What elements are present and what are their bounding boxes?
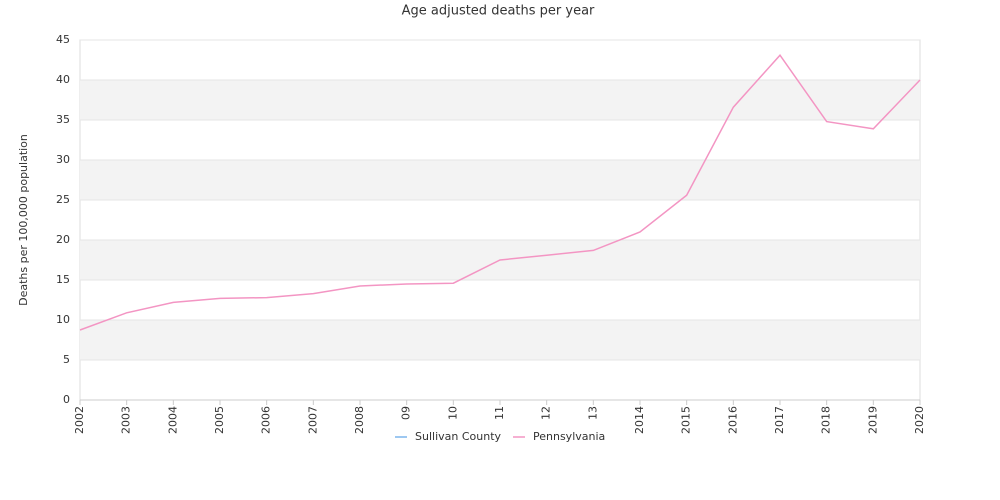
y-axis-label: Deaths per 100,000 population xyxy=(17,134,30,306)
x-tick-label: 2018 xyxy=(820,406,833,434)
y-tick-label: 15 xyxy=(56,273,70,286)
line-series xyxy=(79,53,921,331)
x-tick-label: 2017 xyxy=(773,406,786,434)
x-tick-label: 2004 xyxy=(166,406,179,434)
x-tick-label: 2006 xyxy=(260,406,273,434)
y-tick-label: 5 xyxy=(63,353,70,366)
x-tick-label: 2019 xyxy=(866,406,879,434)
y-tick-label: 30 xyxy=(56,153,70,166)
legend-label: Pennsylvania xyxy=(533,430,605,443)
x-tick-label: 11 xyxy=(493,406,506,420)
y-tick-label: 40 xyxy=(56,73,70,86)
y-tick-label: 20 xyxy=(56,233,70,246)
x-tick-label: 2014 xyxy=(633,406,646,434)
y-tick-label: 25 xyxy=(56,193,70,206)
legend-label: Sullivan County xyxy=(415,430,502,443)
x-tick-label: 2020 xyxy=(913,406,926,434)
x-tick-label: 2002 xyxy=(73,406,86,434)
x-tick-label: 2007 xyxy=(306,406,319,434)
plot-band xyxy=(80,80,920,120)
x-tick-label: 2015 xyxy=(680,406,693,434)
y-tick-label: 10 xyxy=(56,313,70,326)
x-tick-label: 10 xyxy=(446,406,459,420)
x-tick-label: 12 xyxy=(540,406,553,420)
plot-band xyxy=(80,160,920,200)
x-tick-label: 2016 xyxy=(726,406,739,434)
x-tick-label: 2005 xyxy=(213,406,226,434)
chart-title: Age adjusted deaths per year xyxy=(402,4,595,19)
x-tick-label: 09 xyxy=(400,406,413,420)
x-tick-label: 2003 xyxy=(120,406,133,434)
y-tick-label: 35 xyxy=(56,113,70,126)
x-tick-label: 2008 xyxy=(353,406,366,434)
plot-band xyxy=(80,320,920,360)
x-tick-label: 13 xyxy=(586,406,599,420)
y-tick-label: 0 xyxy=(63,393,70,406)
y-tick-label: 45 xyxy=(56,33,70,46)
